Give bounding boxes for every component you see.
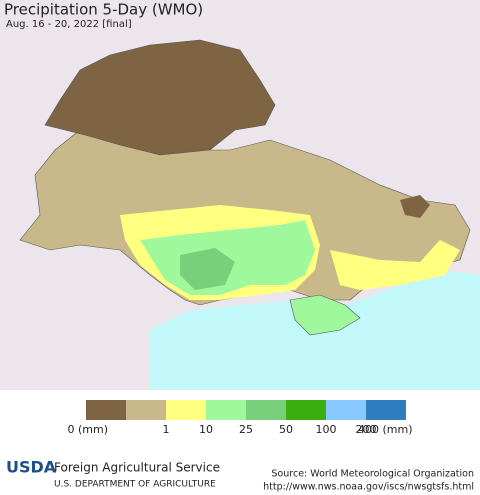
legend-label: 200 (356, 423, 377, 436)
legend-swatch (166, 400, 206, 420)
department: U.S. DEPARTMENT OF AGRICULTURE (54, 480, 216, 490)
wet-zone (180, 248, 235, 290)
legend-label: 25 (239, 423, 253, 436)
agency: Foreign Agricultural Service (54, 461, 220, 475)
legend-label: 1 (163, 423, 170, 436)
legend-swatch (126, 400, 166, 420)
legend-label: 50 (279, 423, 293, 436)
legend-label: 100 (316, 423, 337, 436)
legend-label: 10 (199, 423, 213, 436)
usda-logo: USDA (6, 458, 57, 477)
legend-swatch (246, 400, 286, 420)
legend-swatch (206, 400, 246, 420)
east-dry (400, 195, 430, 218)
crimea (289, 294, 361, 336)
belarus-dry (44, 39, 276, 156)
legend-swatch (326, 400, 366, 420)
subtitle: Aug. 16 - 20, 2022 [final] (6, 19, 132, 30)
source-url: http://www.nws.noaa.gov/iscs/nwsgtsfs.ht… (263, 482, 474, 493)
legend-swatch (86, 400, 126, 420)
legend-swatch (286, 400, 326, 420)
east-yellow (330, 240, 460, 290)
legend-label: 0 (mm) (67, 423, 108, 436)
legend-label: 400 (mm) (358, 423, 413, 436)
title: Precipitation 5-Day (WMO) (4, 1, 203, 19)
source: Source: World Meteorological Organizatio… (271, 469, 474, 480)
legend-swatch (366, 400, 406, 420)
